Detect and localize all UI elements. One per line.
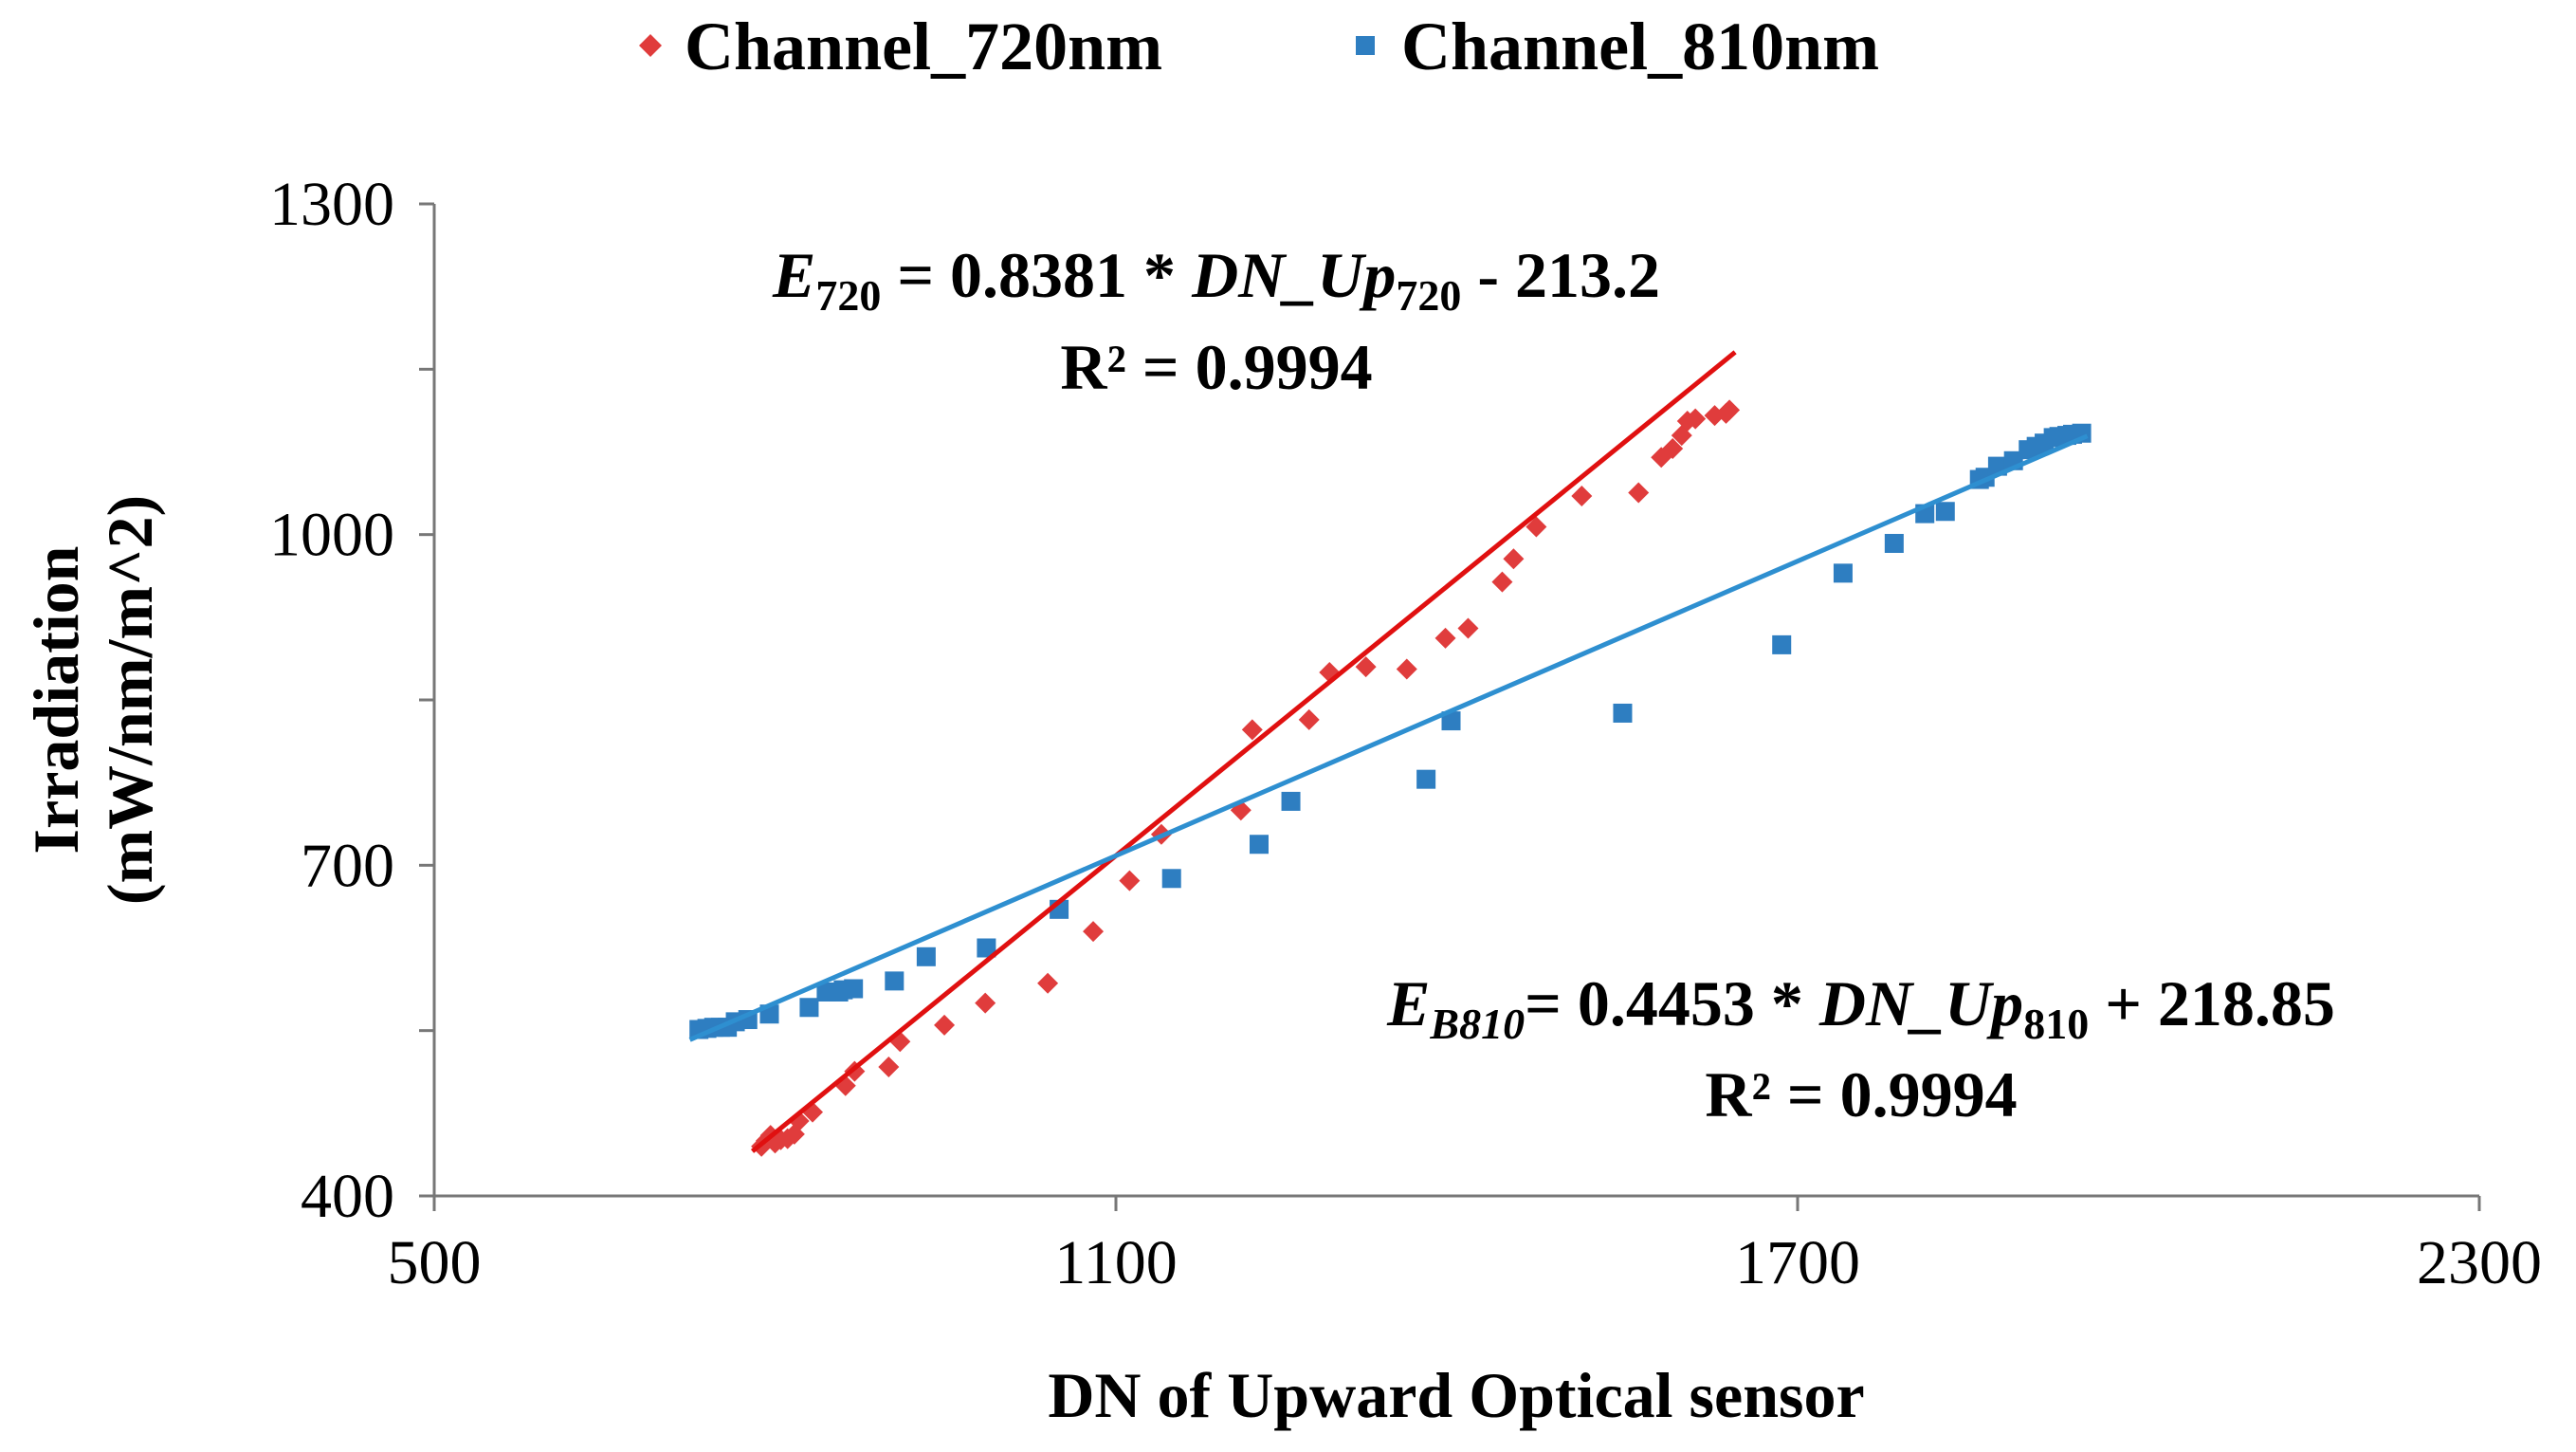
- r2-720: R² = 0.9994: [1060, 331, 1372, 403]
- data-point-810: [799, 998, 819, 1018]
- legend-item-810: Channel_810nm: [1356, 9, 1879, 84]
- legend-marker-810: [1356, 36, 1375, 55]
- data-point-720: [1037, 972, 1059, 994]
- trendline-720: [750, 350, 1737, 1153]
- data-point-810: [1281, 791, 1301, 811]
- legend-item-720: Channel_720nm: [639, 9, 1162, 84]
- legend-marker-720: [639, 34, 662, 57]
- data-point-720: [1298, 708, 1320, 730]
- data-point-720: [1434, 627, 1456, 649]
- annotation-810: EB810= 0.4453 * DN_Up810 + 218.85 R² = 0…: [1386, 967, 2335, 1130]
- series-channel-720: [751, 399, 1741, 1157]
- data-point-720: [1526, 516, 1547, 538]
- data-point-720: [1503, 548, 1525, 570]
- y-tick-label: 400: [301, 1162, 394, 1231]
- data-point-720: [878, 1057, 900, 1078]
- data-point-720: [1457, 617, 1479, 639]
- data-point-720: [1083, 921, 1105, 943]
- data-point-720: [934, 1014, 956, 1036]
- data-point-720: [1396, 658, 1417, 680]
- y-tick-label: 700: [301, 831, 394, 900]
- data-point-810: [1884, 533, 1904, 553]
- data-point-810: [1161, 869, 1181, 889]
- x-tick-label: 500: [388, 1228, 482, 1297]
- axis-tick-labels: 500 1100 1700 2300 400 700 1000 1300: [269, 170, 2542, 1297]
- data-point-810: [1249, 835, 1269, 855]
- data-point-810: [977, 938, 996, 958]
- x-tick-label: 1100: [1054, 1228, 1178, 1297]
- data-point-810: [1441, 711, 1461, 731]
- trendline-810: [688, 433, 2089, 1042]
- y-tick-label: 1000: [269, 501, 394, 570]
- r2-810: R² = 0.9994: [1705, 1058, 2017, 1130]
- data-point-720: [1571, 485, 1593, 506]
- data-point-810: [1613, 703, 1633, 723]
- x-tick-label: 2300: [2417, 1228, 2542, 1297]
- data-point-720: [1119, 870, 1141, 891]
- legend-label-720: Channel_720nm: [685, 9, 1162, 84]
- y-axis-title-line1: Irradiation: [20, 546, 92, 855]
- axis-ticks: [419, 202, 2481, 1211]
- annotation-720: E720 = 0.8381 * DN_Up720 - 213.2 R² = 0.…: [772, 239, 1660, 403]
- data-point-810: [1416, 769, 1436, 789]
- data-point-720: [1628, 482, 1650, 504]
- data-point-810: [885, 971, 904, 991]
- data-point-720: [1719, 399, 1741, 421]
- data-point-720: [975, 992, 996, 1014]
- y-axis-title-line2: (mW/nm/m^2): [94, 495, 166, 905]
- data-point-810: [1772, 634, 1792, 654]
- x-axis-title: DN of Upward Optical sensor: [1048, 1359, 1864, 1431]
- data-point-720: [1355, 656, 1377, 678]
- data-point-720: [1241, 719, 1263, 741]
- legend-label-810: Channel_810nm: [1401, 9, 1879, 84]
- data-point-720: [1491, 571, 1513, 593]
- y-tick-label: 1300: [269, 170, 394, 239]
- legend: Channel_720nm Channel_810nm: [639, 9, 1879, 84]
- data-point-720: [1685, 408, 1707, 430]
- equation-720: E720 = 0.8381 * DN_Up720 - 213.2: [772, 239, 1660, 320]
- data-point-810: [1935, 502, 1955, 522]
- x-tick-label: 1700: [1735, 1228, 1860, 1297]
- equation-810: EB810= 0.4453 * DN_Up810 + 218.85: [1386, 967, 2335, 1048]
- data-point-810: [916, 947, 936, 966]
- data-point-810: [844, 979, 864, 999]
- y-axis-title: Irradiation (mW/nm/m^2): [20, 495, 166, 905]
- data-point-720: [1662, 438, 1684, 460]
- trendlines: [688, 350, 2089, 1153]
- data-point-810: [1833, 563, 1853, 583]
